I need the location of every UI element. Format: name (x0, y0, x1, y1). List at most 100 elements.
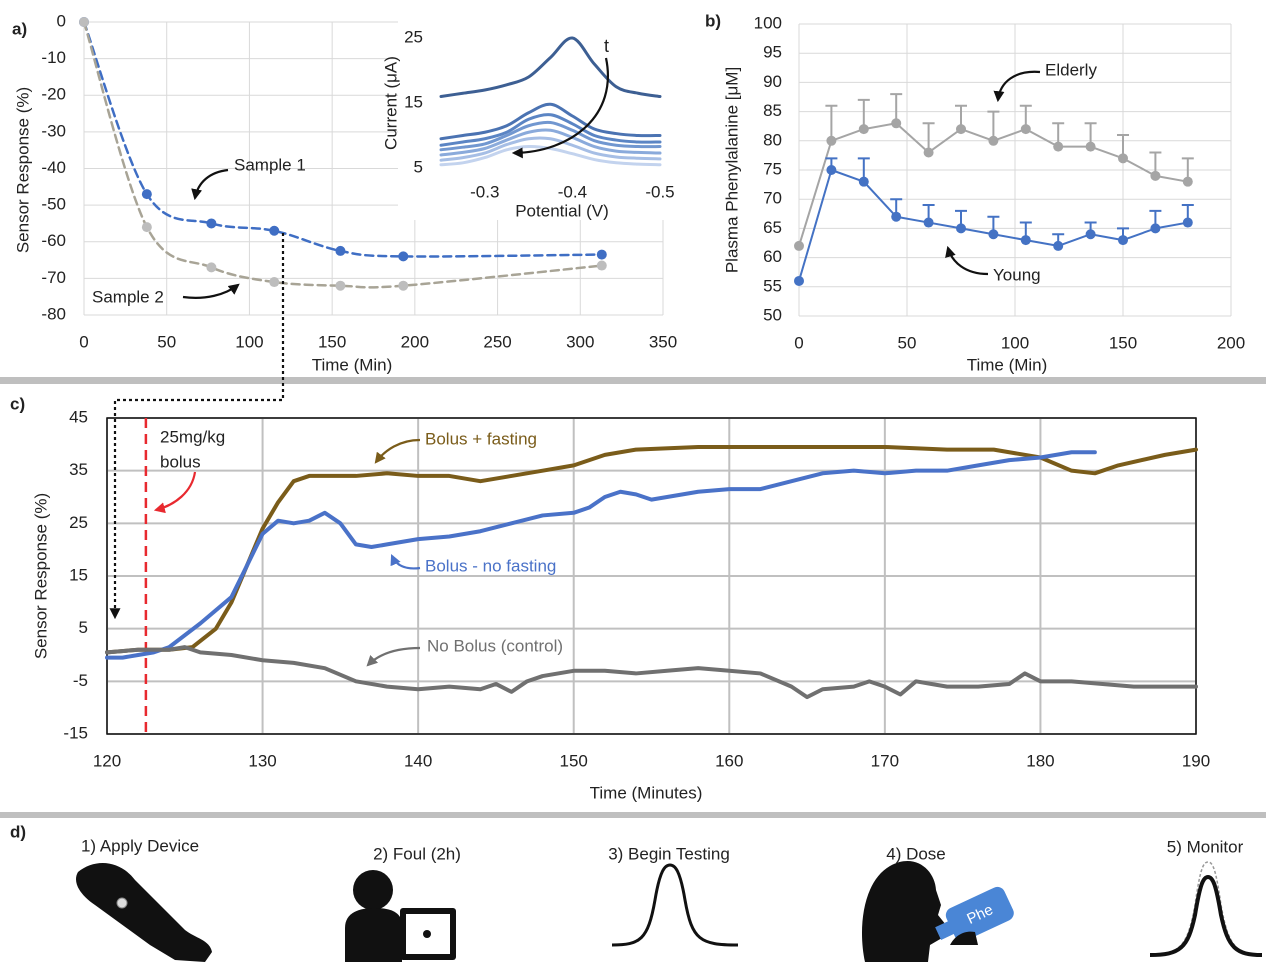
x-tick-label: 190 (1182, 751, 1210, 770)
peak-icon (1150, 877, 1262, 955)
data-point (1183, 177, 1193, 187)
step-label: 3) Begin Testing (608, 844, 730, 863)
y-tick-label: 75 (763, 159, 782, 178)
step-label: 1) Apply Device (81, 836, 199, 855)
x-tick-label: 0 (794, 333, 803, 352)
y-tick-label: -50 (41, 195, 66, 214)
y-axis-label: Sensor Response (%) (13, 87, 32, 253)
x-tick-label: 0 (79, 332, 88, 351)
data-point (269, 277, 279, 287)
head-icon (862, 861, 946, 962)
x-tick-label: 50 (898, 333, 917, 352)
workflow: d) 1) Apply Device 2) Foul (2h) 3) Begin… (10, 822, 1262, 962)
y-tick-label: -40 (41, 158, 66, 177)
data-point (1150, 171, 1160, 181)
x-tick-label: 150 (1109, 333, 1137, 352)
y-tick-label: 45 (69, 407, 88, 426)
x-tick-label: 150 (560, 751, 588, 770)
data-point (597, 261, 607, 271)
arrow (368, 648, 420, 665)
y-tick-label: -15 (63, 723, 88, 742)
panel-label: a) (12, 19, 27, 38)
y-tick-label: 5 (414, 157, 423, 176)
step-label: 5) Monitor (1167, 837, 1244, 856)
error-bar (825, 106, 837, 141)
data-point (1118, 235, 1128, 245)
data-point (1021, 235, 1031, 245)
arrow (376, 440, 420, 462)
x-tick-label: 100 (1001, 333, 1029, 352)
y-tick-label: 50 (763, 305, 782, 324)
data-point (859, 177, 869, 187)
device-icon (117, 898, 127, 908)
data-point (142, 189, 152, 199)
x-tick-label: 350 (649, 332, 677, 351)
arrow (183, 285, 238, 298)
monitor-dot (423, 930, 431, 938)
data-point (826, 136, 836, 146)
series-line (107, 447, 1196, 652)
y-tick-label: 15 (404, 92, 423, 111)
panel-label: c) (10, 394, 25, 413)
y-tick-label: 5 (79, 618, 88, 637)
x-tick-label: 100 (235, 332, 263, 351)
data-point (988, 136, 998, 146)
series-line (107, 452, 1095, 657)
series-label: Sample 1 (234, 155, 306, 174)
y-tick-label: 60 (763, 247, 782, 266)
series-label: Sample 2 (92, 287, 164, 306)
y-tick-label: 25 (69, 513, 88, 532)
x-axis-label: Time (Min) (967, 355, 1048, 374)
separator (0, 812, 1266, 818)
y-tick-label: -60 (41, 231, 66, 250)
y-tick-label: -20 (41, 85, 66, 104)
data-point (956, 124, 966, 134)
panel-label: d) (10, 822, 26, 841)
y-tick-label: -30 (41, 121, 66, 140)
x-tick-label: 180 (1026, 751, 1054, 770)
arrow (195, 170, 228, 198)
x-tick-label: 140 (404, 751, 432, 770)
data-point (1118, 153, 1128, 163)
arrow (392, 556, 420, 568)
person-body (345, 908, 402, 962)
y-axis-label: Sensor Response (%) (31, 493, 50, 659)
data-point (398, 251, 408, 261)
x-axis-label: Potential (V) (515, 201, 609, 220)
data-point (924, 147, 934, 157)
data-point (826, 165, 836, 175)
x-tick-label: 300 (566, 332, 594, 351)
y-tick-label: 90 (763, 72, 782, 91)
charts: 0501001502002503003500-10-20-30-40-50-60… (10, 11, 1245, 802)
figure: 0501001502002503003500-10-20-30-40-50-60… (0, 0, 1266, 967)
data-point (1053, 142, 1063, 152)
step-label: 4) Dose (886, 844, 946, 863)
series-label: Bolus + fasting (425, 429, 537, 448)
data-point (206, 218, 216, 228)
x-tick-label: 130 (248, 751, 276, 770)
data-point (1053, 241, 1063, 251)
x-tick-label: 160 (715, 751, 743, 770)
x-tick-label: 170 (871, 751, 899, 770)
arrow (156, 472, 195, 510)
data-point (1183, 218, 1193, 228)
arm-icon (76, 863, 212, 962)
data-point (859, 124, 869, 134)
data-point (79, 17, 89, 27)
data-point (891, 118, 901, 128)
data-point (335, 246, 345, 256)
x-tick-label: 50 (157, 332, 176, 351)
y-tick-label: 80 (763, 130, 782, 149)
y-tick-label: -10 (41, 48, 66, 67)
x-axis-label: Time (Min) (312, 355, 393, 374)
series-label: Bolus - no fasting (425, 556, 556, 575)
y-tick-label: -5 (73, 671, 88, 690)
series-label: No Bolus (control) (427, 636, 563, 655)
data-point (335, 281, 345, 291)
y-axis-label: Current (μA) (381, 56, 400, 150)
y-tick-label: 70 (763, 189, 782, 208)
series-line (107, 647, 1196, 697)
y-tick-label: 95 (763, 43, 782, 62)
x-tick-label: 200 (1217, 333, 1245, 352)
x-axis-label: Time (Minutes) (590, 783, 703, 802)
